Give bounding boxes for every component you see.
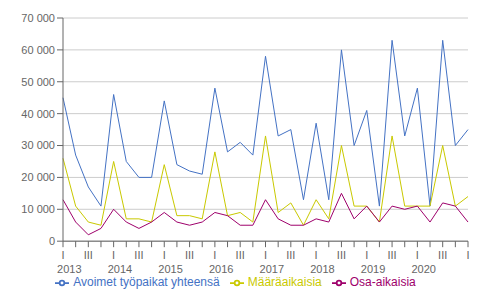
svg-text:I: I — [213, 249, 216, 261]
svg-text:III: III — [236, 249, 245, 261]
svg-text:70 000: 70 000 — [21, 12, 55, 24]
svg-text:2013: 2013 — [57, 263, 81, 275]
svg-text:I: I — [61, 249, 64, 261]
svg-text:2018: 2018 — [310, 263, 334, 275]
svg-text:2014: 2014 — [108, 263, 132, 275]
svg-text:III: III — [286, 249, 295, 261]
svg-text:I: I — [365, 249, 368, 261]
svg-text:0: 0 — [49, 235, 55, 247]
svg-text:I: I — [264, 249, 267, 261]
svg-text:I: I — [466, 249, 469, 261]
html-text:Määräaikaisia: Määräaikaisia — [247, 275, 322, 290]
svg-text:30 000: 30 000 — [21, 139, 55, 151]
svg-text:2016: 2016 — [209, 263, 233, 275]
svg-text:50 000: 50 000 — [21, 76, 55, 88]
svg-text:III: III — [185, 249, 194, 261]
svg-text:20 000: 20 000 — [21, 171, 55, 183]
svg-text:III: III — [134, 249, 143, 261]
html-text:Avoimet työpaikat yhteensä: Avoimet työpaikat yhteensä — [73, 275, 220, 290]
svg-text:III: III — [387, 249, 396, 261]
svg-text:I: I — [163, 249, 166, 261]
svg-text:I: I — [416, 249, 419, 261]
svg-text:40 000: 40 000 — [21, 108, 55, 120]
svg-text:2020: 2020 — [411, 263, 435, 275]
svg-text:I: I — [112, 249, 115, 261]
svg-text:60 000: 60 000 — [21, 44, 55, 56]
svg-text:I: I — [315, 249, 318, 261]
svg-text:III: III — [84, 249, 93, 261]
svg-text:2017: 2017 — [260, 263, 284, 275]
html-text:Osa-aikaisia: Osa-aikaisia — [349, 275, 416, 290]
svg-text:10 000: 10 000 — [21, 203, 55, 215]
svg-text:III: III — [337, 249, 346, 261]
svg-text:2019: 2019 — [361, 263, 385, 275]
svg-text:III: III — [438, 249, 447, 261]
svg-text:2015: 2015 — [158, 263, 182, 275]
